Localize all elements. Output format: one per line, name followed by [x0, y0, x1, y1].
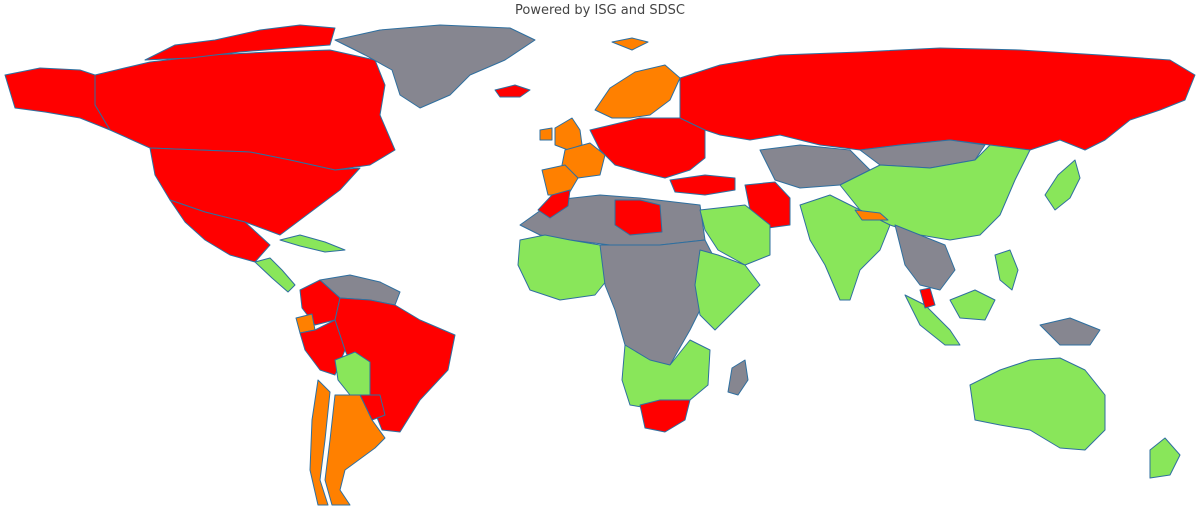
region-malaysia[interactable] [919, 287, 936, 309]
map-caption: Powered by ISG and SDSC [515, 3, 685, 18]
region-japan[interactable] [1044, 159, 1081, 211]
region-iceland[interactable] [494, 84, 531, 98]
region-nepal[interactable] [854, 209, 889, 221]
region-south-africa[interactable] [639, 399, 691, 433]
region-cuba[interactable] [279, 234, 346, 253]
region-saudi-arabia[interactable] [699, 204, 771, 266]
region-chile[interactable] [309, 379, 331, 506]
region-greenland[interactable] [334, 24, 536, 109]
region-iberia[interactable] [541, 164, 579, 196]
region-australia[interactable] [969, 357, 1106, 451]
region-russia[interactable] [679, 47, 1196, 151]
region-scandinavia[interactable] [594, 64, 681, 119]
region-southeast-asia[interactable] [894, 224, 956, 291]
region-philippines[interactable] [994, 249, 1019, 291]
region-argentina[interactable] [324, 394, 386, 506]
region-new-zealand[interactable] [1149, 437, 1181, 479]
region-new-guinea[interactable] [1039, 317, 1101, 346]
region-borneo[interactable] [949, 289, 996, 321]
region-central-america[interactable] [254, 257, 296, 293]
region-turkey[interactable] [669, 174, 736, 196]
region-libya[interactable] [614, 199, 663, 236]
region-uk-ireland[interactable] [539, 117, 583, 151]
region-east-africa[interactable] [694, 249, 761, 331]
region-southern-africa[interactable] [621, 339, 711, 411]
region-france[interactable] [561, 142, 606, 179]
region-svalbard[interactable] [611, 37, 649, 51]
region-central-europe[interactable] [589, 117, 706, 179]
region-canada[interactable] [94, 49, 396, 171]
region-bolivia[interactable] [334, 351, 371, 396]
region-arctic-islands[interactable] [144, 24, 336, 61]
region-india[interactable] [799, 194, 891, 301]
region-madagascar[interactable] [727, 359, 749, 396]
region-morocco[interactable] [537, 189, 571, 219]
region-central-africa[interactable] [599, 239, 719, 376]
region-alaska[interactable] [4, 67, 111, 131]
